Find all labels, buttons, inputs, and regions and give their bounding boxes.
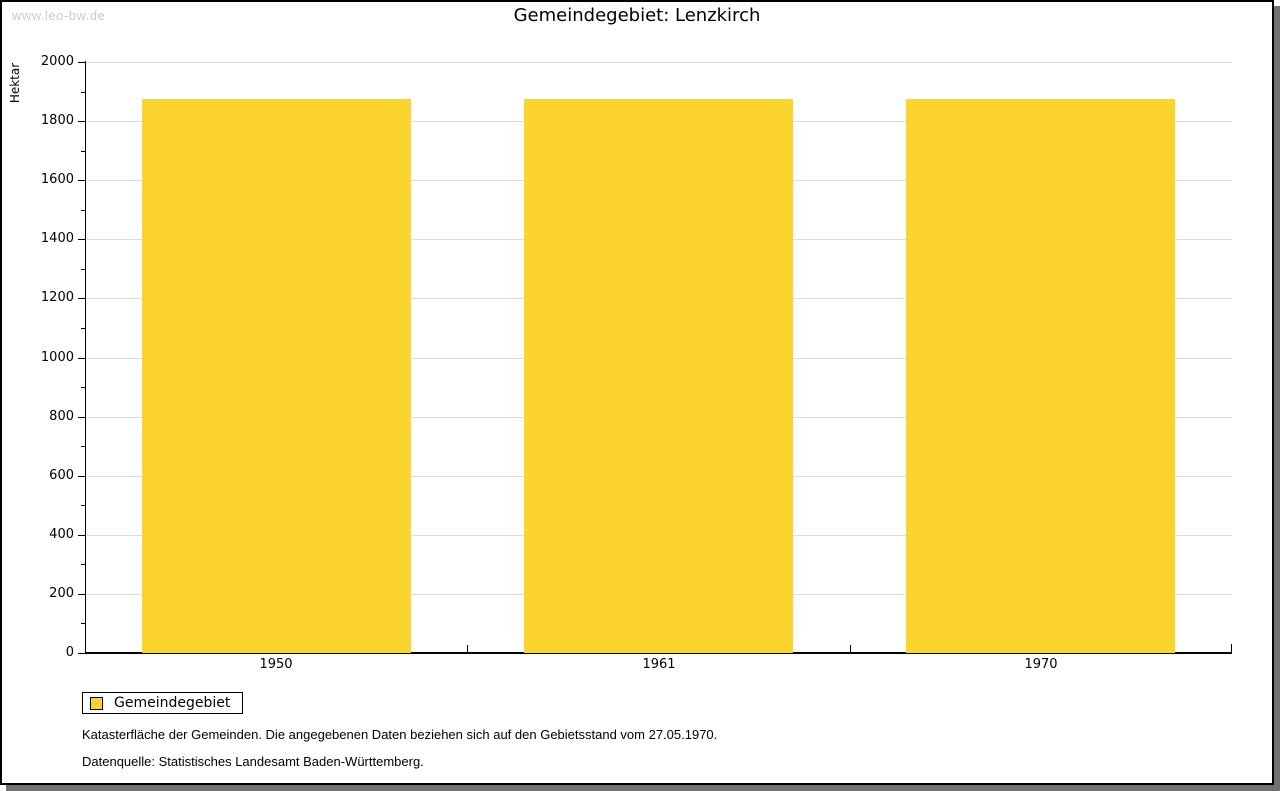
y-minor-tick xyxy=(81,210,85,211)
y-axis-line xyxy=(85,61,86,654)
y-major-tick xyxy=(78,239,85,240)
y-major-tick xyxy=(78,180,85,181)
y-major-tick xyxy=(78,358,85,359)
y-major-tick xyxy=(78,62,85,63)
bar-1950 xyxy=(142,99,411,653)
y-tick-label: 400 xyxy=(49,527,74,542)
y-tick-label: 2000 xyxy=(40,54,74,69)
x-boundary-tick xyxy=(467,645,468,652)
y-minor-tick xyxy=(81,151,85,152)
y-minor-tick xyxy=(81,623,85,624)
y-tick-label: 1400 xyxy=(40,231,74,246)
y-tick-label: 200 xyxy=(49,586,74,601)
y-major-tick xyxy=(78,653,85,654)
y-major-tick xyxy=(78,535,85,536)
x-tick-label: 1950 xyxy=(259,657,293,672)
x-axis-line xyxy=(85,652,1232,654)
y-tick-label: 600 xyxy=(49,468,74,483)
y-minor-tick xyxy=(81,92,85,93)
y-minor-tick xyxy=(81,564,85,565)
y-minor-tick xyxy=(81,387,85,388)
bar-1961 xyxy=(524,99,793,653)
legend: Gemeindegebiet xyxy=(82,692,244,714)
y-minor-tick xyxy=(81,505,85,506)
plot-area: 0 200 400 600 800 1000 1200 1400 1600 1800 2000 195… xyxy=(2,2,1272,783)
y-minor-tick xyxy=(81,269,85,270)
footnote-line-1: Katasterfläche der Gemeinden. Die angege… xyxy=(82,727,718,742)
legend-label: Gemeindegebiet xyxy=(114,695,231,711)
x-boundary-tick xyxy=(850,645,851,652)
footnote-line-2: Datenquelle: Statistisches Landesamt Bad… xyxy=(82,754,424,769)
y-major-tick xyxy=(78,476,85,477)
x-tick-label: 1970 xyxy=(1024,657,1058,672)
legend-color-swatch-icon xyxy=(90,696,103,710)
y-major-tick xyxy=(78,594,85,595)
y-major-tick xyxy=(78,121,85,122)
y-tick-label: 800 xyxy=(49,409,74,424)
y-tick-label: 1000 xyxy=(40,350,74,365)
y-tick-label: 0 xyxy=(65,645,74,660)
y-major-tick xyxy=(78,417,85,418)
y-minor-tick xyxy=(81,328,85,329)
chart-title: Gemeindegebiet: Lenzkirch xyxy=(513,5,761,26)
x-tick-label: 1961 xyxy=(642,657,676,672)
y-tick-label: 1800 xyxy=(40,113,74,128)
y-tick-label: 1600 xyxy=(40,172,74,187)
bar-1970 xyxy=(906,99,1175,653)
y-major-tick xyxy=(78,298,85,299)
y-gridline xyxy=(85,62,1232,63)
y-tick-label: 1200 xyxy=(40,290,74,305)
watermark-text: www.leo-bw.de xyxy=(12,8,106,23)
x-axis-endcap-tick xyxy=(1231,644,1232,652)
y-minor-tick xyxy=(81,446,85,447)
